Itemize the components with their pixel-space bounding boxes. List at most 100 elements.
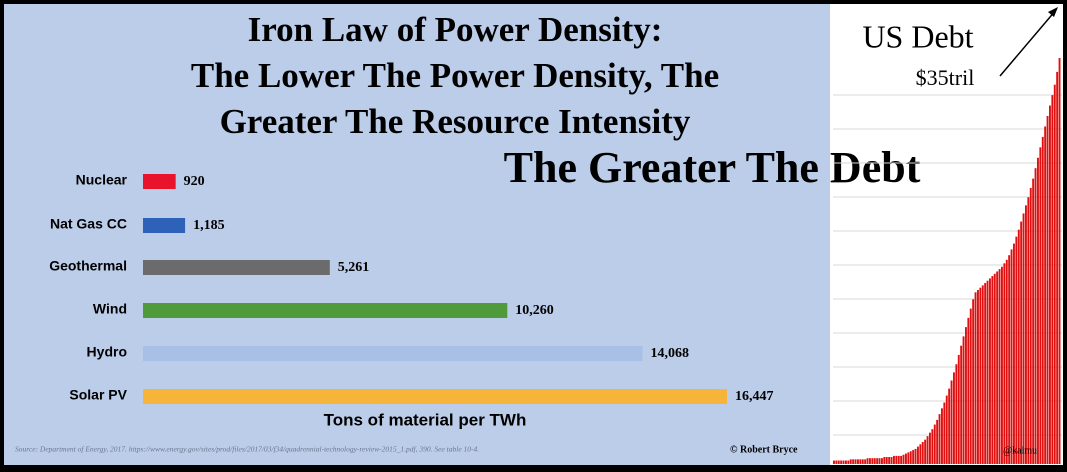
right-chart: US Debt $35tril @kaimu	[833, 18, 1062, 465]
bar	[1027, 197, 1030, 464]
bar	[1017, 229, 1020, 464]
credit: @kaimu	[1003, 445, 1037, 456]
value-label: 920	[184, 174, 205, 189]
bar	[986, 280, 989, 464]
bar	[893, 455, 895, 464]
x-axis-label: Tons of material per TWh	[324, 410, 527, 429]
bar	[917, 446, 919, 464]
chart-title: Greater The Resource Intensity	[220, 102, 691, 141]
bar	[840, 460, 843, 464]
bar	[945, 395, 948, 464]
bar	[953, 372, 955, 464]
bar	[929, 432, 931, 464]
bar	[1010, 249, 1013, 464]
bar	[993, 273, 996, 464]
category-label: Geothermal	[49, 258, 127, 274]
bar	[864, 459, 867, 464]
bar	[835, 460, 838, 464]
bar	[900, 455, 903, 464]
bar	[1056, 71, 1059, 465]
bar	[143, 218, 186, 233]
bar	[991, 276, 994, 464]
bar	[833, 460, 835, 464]
arrow	[999, 9, 1057, 77]
bar	[979, 287, 982, 464]
chart-title: Iron Law of Power Density:	[248, 10, 663, 49]
bar	[1029, 187, 1032, 465]
bar	[857, 459, 859, 464]
chart-title: US Debt	[862, 18, 973, 54]
bar	[845, 460, 847, 464]
left-panel	[4, 4, 830, 465]
bar	[969, 308, 972, 464]
value-label: 16,447	[735, 389, 774, 404]
bar	[1032, 178, 1035, 464]
bar	[143, 346, 643, 361]
bar	[143, 174, 176, 189]
bar	[912, 450, 915, 464]
bar	[955, 364, 958, 464]
bar	[871, 458, 874, 464]
bar	[907, 452, 910, 464]
bar	[1025, 205, 1027, 464]
value-label: 10,260	[515, 303, 554, 318]
bar	[847, 460, 850, 464]
bar	[1039, 147, 1042, 464]
source: Source: Department of Energy, 2017. http…	[15, 445, 479, 454]
bar	[998, 269, 1001, 464]
bar	[1003, 263, 1006, 464]
bar	[881, 458, 883, 464]
bar	[996, 271, 999, 464]
bar	[842, 460, 845, 464]
annotation: $35tril	[916, 65, 975, 90]
bar	[885, 457, 888, 464]
bar	[1041, 136, 1044, 464]
bar	[924, 439, 927, 464]
bar	[878, 458, 881, 464]
bar	[1044, 126, 1047, 464]
bar	[1037, 157, 1039, 464]
bar	[941, 408, 943, 464]
bar	[1001, 266, 1003, 464]
arrow-head	[1048, 7, 1058, 17]
bar	[936, 419, 939, 464]
bar	[909, 451, 912, 464]
bar	[938, 414, 941, 464]
category-label: Hydro	[87, 344, 127, 360]
bar	[1053, 84, 1056, 465]
bar	[931, 429, 934, 464]
bar	[1046, 116, 1049, 464]
bar	[849, 459, 852, 464]
bar	[1034, 168, 1037, 464]
bar	[977, 290, 979, 464]
bar	[972, 299, 975, 464]
bar	[967, 317, 970, 464]
value-label: 14,068	[651, 346, 690, 361]
credit: © Robert Bryce	[730, 444, 798, 455]
category-label: Nat Gas CC	[50, 216, 127, 232]
bar	[943, 402, 946, 464]
bar	[948, 388, 951, 464]
bar	[914, 448, 917, 464]
bar	[950, 380, 953, 464]
bar	[902, 454, 905, 464]
bar	[1022, 213, 1025, 464]
bar	[854, 459, 857, 464]
bar	[866, 458, 869, 464]
annotation: The Greater The Debt	[504, 143, 921, 192]
bar	[890, 457, 893, 464]
bar	[888, 457, 891, 464]
bar	[883, 457, 886, 464]
bar	[895, 455, 898, 464]
bar	[873, 458, 876, 464]
value-label: 5,261	[338, 260, 370, 275]
category-label: Wind	[93, 301, 127, 317]
bar	[921, 441, 924, 464]
bar	[859, 459, 862, 464]
bar	[852, 459, 855, 464]
bar	[1051, 95, 1054, 465]
chart-title: The Lower The Power Density, The	[191, 56, 719, 95]
bar	[965, 327, 967, 464]
